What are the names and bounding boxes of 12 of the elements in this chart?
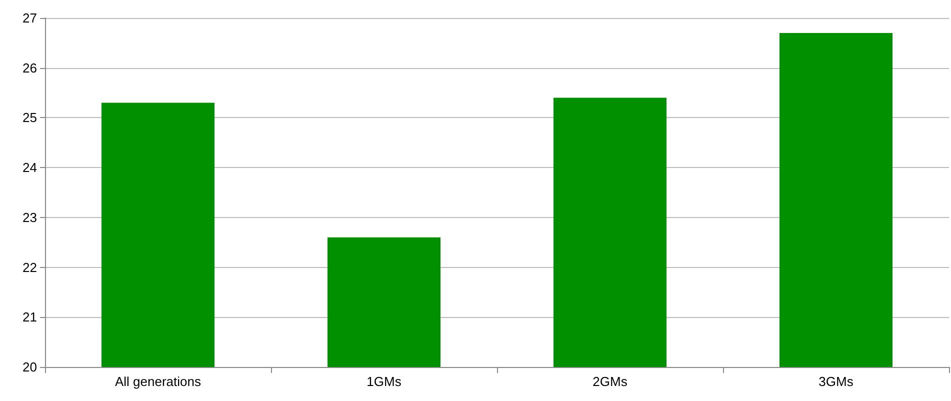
y-tick-label: 22 bbox=[22, 260, 37, 275]
y-tick-label: 23 bbox=[22, 210, 37, 225]
x-tick-label: 1GMs bbox=[366, 374, 402, 389]
y-tick-label: 27 bbox=[22, 10, 37, 26]
y-tick-label: 21 bbox=[22, 310, 37, 325]
y-tick-label: 20 bbox=[22, 360, 37, 374]
x-tick-label: All generations bbox=[115, 374, 202, 389]
y-tick-label: 26 bbox=[22, 60, 37, 76]
y-tick-label: 24 bbox=[22, 160, 37, 176]
x-tick-label: 2GMs bbox=[592, 374, 628, 389]
y-tick-label: 25 bbox=[22, 110, 37, 126]
x-tick-label: 3GMs bbox=[818, 374, 854, 389]
